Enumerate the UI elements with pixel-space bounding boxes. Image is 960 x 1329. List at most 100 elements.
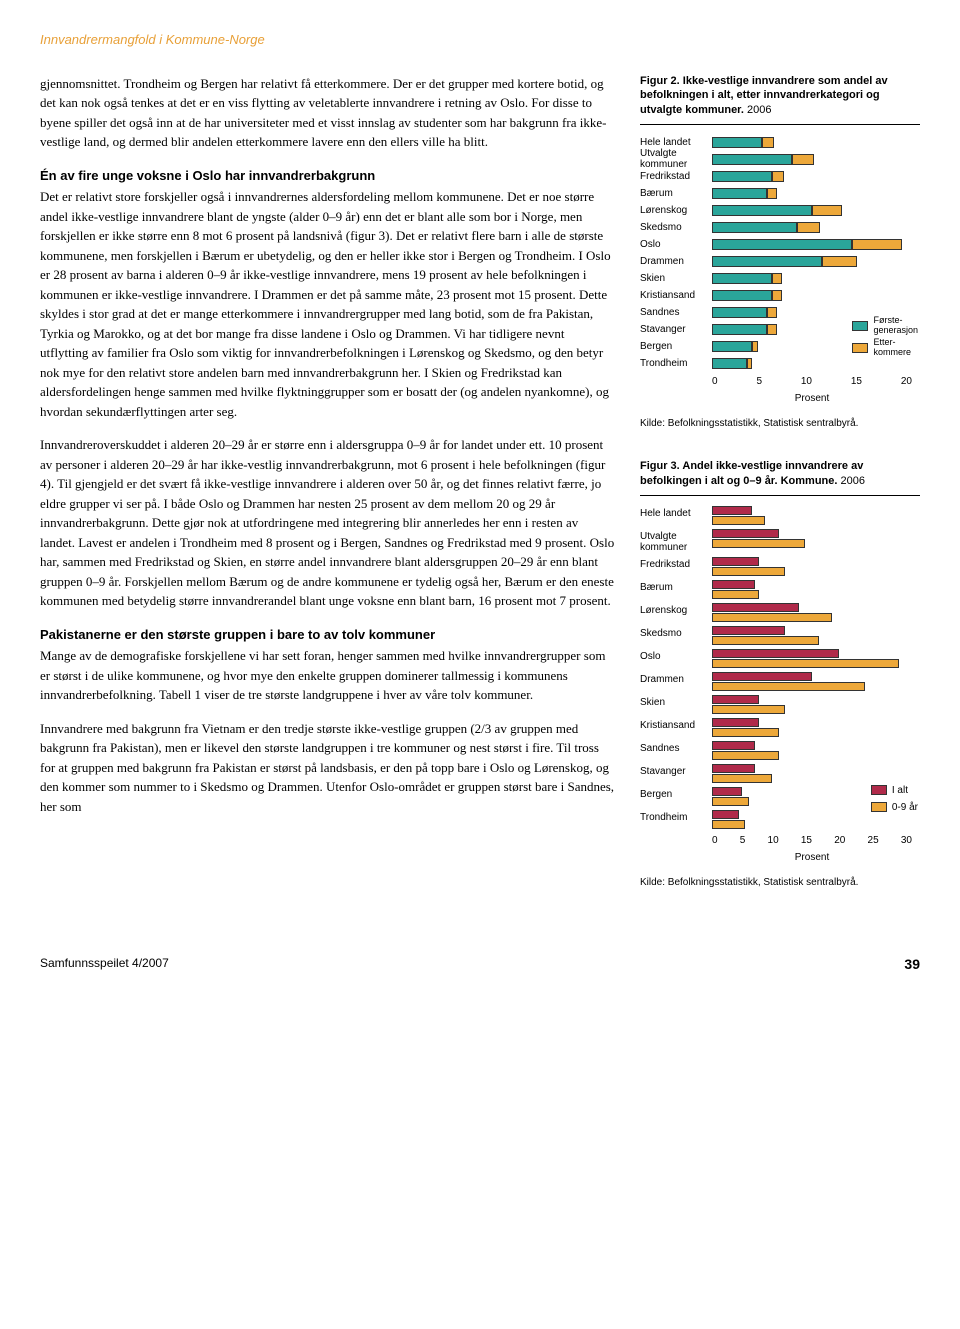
bar-group xyxy=(712,603,920,622)
category-label: Skien xyxy=(640,695,712,708)
page-footer: Samfunnsspeilet 4/2007 39 xyxy=(40,954,920,975)
bar-0-9 xyxy=(712,539,805,548)
bar-ialt xyxy=(712,506,752,515)
legend-item: Etter-kommere xyxy=(852,338,918,358)
bar-ialt xyxy=(712,626,785,635)
bar-group xyxy=(712,672,920,691)
bar-etterkommere xyxy=(822,256,857,267)
bar-0-9 xyxy=(712,705,785,714)
legend-item: 0-9 år xyxy=(871,800,918,815)
figure-3-source: Kilde: Befolkningsstatistikk, Statistisk… xyxy=(640,875,920,890)
para-4: Mange av de demografiske forskjellene vi… xyxy=(40,646,616,705)
bar-firstgen xyxy=(712,256,822,267)
category-label: Oslo xyxy=(640,649,712,662)
bar-group xyxy=(712,529,920,548)
category-label: Bergen xyxy=(640,787,712,800)
para-2: Det er relativt store forskjeller også i… xyxy=(40,187,616,421)
category-label: Bærum xyxy=(640,580,712,593)
category-label: Stavanger xyxy=(640,324,712,335)
legend-item: Første-generasjon xyxy=(852,316,918,336)
chart-row: Bærum xyxy=(640,186,920,200)
bar-etterkommere xyxy=(812,205,842,216)
figure-2-chart: Hele landetUtvalgte kommunerFredrikstadB… xyxy=(640,135,920,406)
bar-group xyxy=(712,626,920,645)
category-label: Lørenskog xyxy=(640,205,712,216)
bar-ialt xyxy=(712,787,742,796)
bar-firstgen xyxy=(712,341,752,352)
bar-area xyxy=(712,205,920,216)
category-label: Skedsmo xyxy=(640,626,712,639)
figure-2-legend: Første-generasjonEtter-kommere xyxy=(852,316,918,360)
x-axis-label: Prosent xyxy=(712,850,912,865)
x-tick: 5 xyxy=(756,374,762,389)
chart-row: Sandnes xyxy=(640,741,920,760)
bar-0-9 xyxy=(712,797,749,806)
x-tick: 5 xyxy=(740,833,746,848)
bar-etterkommere xyxy=(772,171,784,182)
category-label: Kristiansand xyxy=(640,290,712,301)
bar-area xyxy=(712,188,920,199)
chart-row: Skedsmo xyxy=(640,626,920,645)
para-1: gjennomsnittet. Trondheim og Bergen har … xyxy=(40,74,616,152)
legend-label: I alt xyxy=(892,783,908,798)
bar-group xyxy=(712,557,920,576)
chart-row: Hele landet xyxy=(640,506,920,525)
category-label: Skien xyxy=(640,273,712,284)
bar-0-9 xyxy=(712,567,785,576)
chart-row: Utvalgte kommuner xyxy=(640,529,920,553)
bar-ialt xyxy=(712,529,779,538)
chart-row: Lørenskog xyxy=(640,603,920,622)
subhead-2: Pakistanerne er den største gruppen i ba… xyxy=(40,625,616,645)
bar-etterkommere xyxy=(747,358,752,369)
bar-area xyxy=(712,171,920,182)
bar-etterkommere xyxy=(772,290,782,301)
x-tick: 15 xyxy=(801,833,812,848)
bar-firstgen xyxy=(712,290,772,301)
bar-etterkommere xyxy=(792,154,814,165)
legend-item: I alt xyxy=(871,783,918,798)
chart-row: Utvalgte kommuner xyxy=(640,152,920,166)
x-tick: 15 xyxy=(851,374,862,389)
bar-0-9 xyxy=(712,751,779,760)
figure-3: Figur 3. Andel ikke-vestlige innvandrere… xyxy=(640,459,920,890)
bar-firstgen xyxy=(712,137,762,148)
bar-ialt xyxy=(712,718,759,727)
chart-row: Skien xyxy=(640,271,920,285)
category-label: Sandnes xyxy=(640,741,712,754)
bar-etterkommere xyxy=(772,273,782,284)
category-label: Hele landet xyxy=(640,506,712,519)
chart-row: Oslo xyxy=(640,649,920,668)
x-tick: 30 xyxy=(901,833,912,848)
chart-row: Fredrikstad xyxy=(640,169,920,183)
chart-row: Drammen xyxy=(640,672,920,691)
category-label: Drammen xyxy=(640,672,712,685)
figure-3-title: Figur 3. Andel ikke-vestlige innvandrere… xyxy=(640,459,920,489)
x-tick: 20 xyxy=(901,374,912,389)
subhead-1: Én av fire unge voksne i Oslo har innvan… xyxy=(40,166,616,186)
para-5: Innvandrere med bakgrunn fra Vietnam er … xyxy=(40,719,616,817)
bar-group xyxy=(712,580,920,599)
bar-firstgen xyxy=(712,307,767,318)
page-number: 39 xyxy=(904,954,920,975)
chart-row: Kristiansand xyxy=(640,288,920,302)
bar-area xyxy=(712,222,920,233)
bar-ialt xyxy=(712,603,799,612)
bar-firstgen xyxy=(712,154,792,165)
figure-3-legend: I alt 0-9 år xyxy=(871,783,918,817)
bar-0-9 xyxy=(712,613,832,622)
side-column: Figur 2. Ikke-vestlige innvandrere som a… xyxy=(640,74,920,918)
category-label: Sandnes xyxy=(640,307,712,318)
bar-etterkommere xyxy=(752,341,758,352)
category-label: Utvalgte kommuner xyxy=(640,529,712,553)
legend-swatch xyxy=(871,785,887,795)
category-label: Drammen xyxy=(640,256,712,267)
x-tick: 0 xyxy=(712,833,718,848)
bar-etterkommere xyxy=(762,137,774,148)
bar-area xyxy=(712,239,920,250)
bar-ialt xyxy=(712,764,755,773)
bar-area xyxy=(712,256,920,267)
bar-area xyxy=(712,273,920,284)
bar-group xyxy=(712,506,920,525)
bar-etterkommere xyxy=(767,324,777,335)
bar-0-9 xyxy=(712,516,765,525)
